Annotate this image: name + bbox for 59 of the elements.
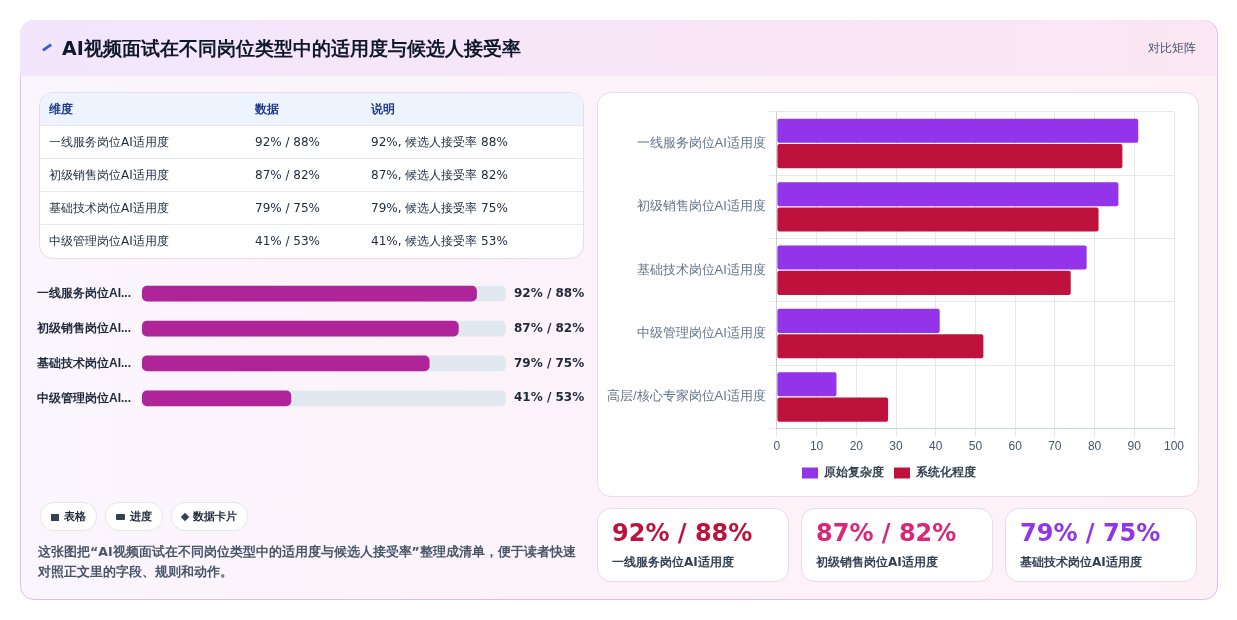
- y-tick-label: 初级销售岗位AI适用度: [636, 198, 766, 214]
- text: 数据卡片: [193, 510, 237, 523]
- x-tick-label: 20: [849, 439, 864, 454]
- y-tick-label: 高层/核心专家岗位AI适用度: [606, 388, 766, 404]
- y-tick-label: 中级管理岗位AI...: [36, 390, 131, 405]
- y-tick-label: 一线服务岗位AI适用度: [636, 135, 766, 151]
- x-tick-label: 50: [968, 439, 983, 454]
- text: 说明: [362, 93, 583, 126]
- x-tick-label: 30: [889, 439, 904, 454]
- data-label: 87% / 82%: [514, 320, 585, 335]
- data-label: 79% / 75%: [514, 355, 585, 370]
- x-tick-label: 60: [1008, 439, 1023, 454]
- text: 41%, 候选人接受率 53%: [362, 224, 583, 257]
- text: 92%, 候选人接受率 88%: [362, 125, 583, 159]
- bar: [777, 118, 1139, 143]
- x-tick-label: 40: [929, 439, 943, 454]
- bar: [777, 245, 1087, 270]
- x-tick-label: 10: [809, 439, 824, 454]
- text: 进度: [130, 510, 152, 523]
- y-tick-label: 基础技术岗位AI...: [35, 355, 131, 370]
- x-tick-label: 100: [1163, 439, 1185, 454]
- text: 一线服务岗位AI适用度: [612, 554, 734, 571]
- y-tick-label: 一线服务岗位AI...: [36, 285, 131, 300]
- bar: [777, 397, 889, 422]
- legend-label: 原始复杂度: [823, 465, 884, 480]
- bar: [777, 372, 837, 397]
- bar: [777, 144, 1123, 169]
- text: 初级销售岗位AI适用度: [816, 554, 938, 571]
- bar: [777, 182, 1119, 207]
- data-label: 41% / 53%: [514, 390, 585, 405]
- text: 79%, 候选人接受率 75%: [362, 191, 583, 225]
- y-tick-label: 初级销售岗位AI...: [35, 320, 131, 335]
- x-tick-label: 0: [773, 439, 781, 454]
- text: 87% / 82%: [816, 519, 957, 547]
- y-tick-label: 中级管理岗位AI适用度: [636, 325, 766, 341]
- text: 79% / 75%: [246, 191, 362, 225]
- text: 数据: [246, 93, 362, 126]
- bar: [777, 334, 984, 359]
- text: 87%, 候选人接受率 82%: [362, 158, 583, 192]
- bar: [777, 270, 1071, 295]
- text: 92% / 88%: [246, 125, 362, 159]
- bar: [777, 308, 940, 333]
- text: 41% / 53%: [246, 224, 362, 257]
- text: 这张图把“AI视频面试在不同岗位类型中的适用度与候选人接受率”整理成清单，便于读者快速对照正文里的字段、规则和动作。: [38, 543, 577, 581]
- text: 79% / 75%: [1020, 519, 1161, 547]
- text: 87% / 82%: [246, 158, 362, 192]
- x-tick-label: 90: [1127, 439, 1142, 454]
- text: 基础技术岗位AI适用度: [1020, 554, 1142, 571]
- text: 92% / 88%: [612, 519, 753, 547]
- legend-label: 系统化程度: [915, 465, 976, 480]
- text: 表格: [64, 510, 86, 523]
- bar: [777, 207, 1099, 232]
- text: AI视频面试在不同岗位类型中的适用度与候选人接受率: [62, 36, 521, 61]
- text: 维度: [40, 93, 246, 126]
- x-tick-label: 80: [1087, 439, 1102, 454]
- data-label: 92% / 88%: [514, 285, 585, 300]
- x-tick-label: 70: [1048, 439, 1062, 454]
- text: 对比矩阵: [1148, 40, 1196, 57]
- y-tick-label: 基础技术岗位AI适用度: [636, 261, 766, 277]
